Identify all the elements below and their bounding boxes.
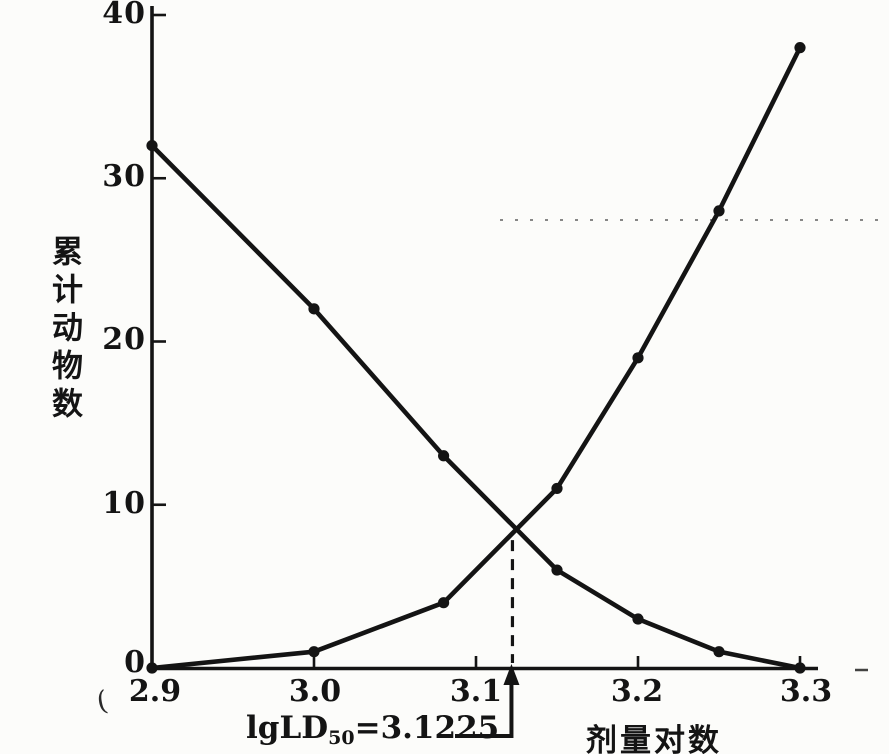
cumulative-survivors-curve-point	[713, 646, 725, 658]
y-tick-10: 10	[102, 486, 146, 521]
cumulative-deaths-curve	[149, 45, 803, 671]
y-tick-30: 30	[102, 159, 146, 194]
x-tick-3p2: 3.2	[610, 674, 664, 709]
cumulative-survivors-curve-point	[551, 564, 563, 576]
cumulative-deaths-curve-point	[713, 205, 725, 217]
x-tick-3p1: 3.1	[449, 674, 503, 709]
cumulative-survivors-curve	[149, 143, 803, 671]
ld50-annotation: lgLD50=3.1225	[246, 710, 499, 749]
up-arrow-icon	[503, 664, 520, 685]
cumulative-deaths-curve-point	[632, 352, 644, 364]
y-tick-40: 40	[102, 0, 146, 31]
cumulative-deaths-curve-point	[146, 662, 158, 674]
x-tick-3p0: 3.0	[288, 674, 342, 709]
y-axis-title: 累计动物数	[46, 235, 82, 425]
y-tick-20: 20	[102, 322, 146, 357]
ld50-annotation-value: =3.1225	[354, 710, 500, 746]
cumulative-survivors-curve-point	[146, 140, 158, 152]
x-tick-2p9: 2.9	[128, 674, 182, 709]
cumulative-deaths-curve-point	[438, 597, 450, 609]
cumulative-survivors-curve-point	[308, 303, 320, 315]
ld50-annotation-subscript: 50	[328, 727, 355, 749]
cumulative-survivors-curve-point	[438, 450, 450, 462]
cumulative-survivors-curve-point	[632, 613, 644, 625]
cumulative-deaths-curve-point	[308, 646, 320, 658]
cumulative-deaths-curve-point	[551, 482, 563, 495]
cumulative-survivors-curve-point	[794, 662, 806, 674]
cumulative-deaths-curve-point	[794, 42, 806, 54]
x-tick-3p3: 3.3	[779, 674, 833, 709]
annotation-connector-line	[455, 680, 514, 738]
x-axis-title: 剂量对数	[586, 723, 722, 754]
y-tick-0: 0	[124, 645, 146, 680]
ld50-annotation-prefix: lgLD	[246, 710, 329, 746]
